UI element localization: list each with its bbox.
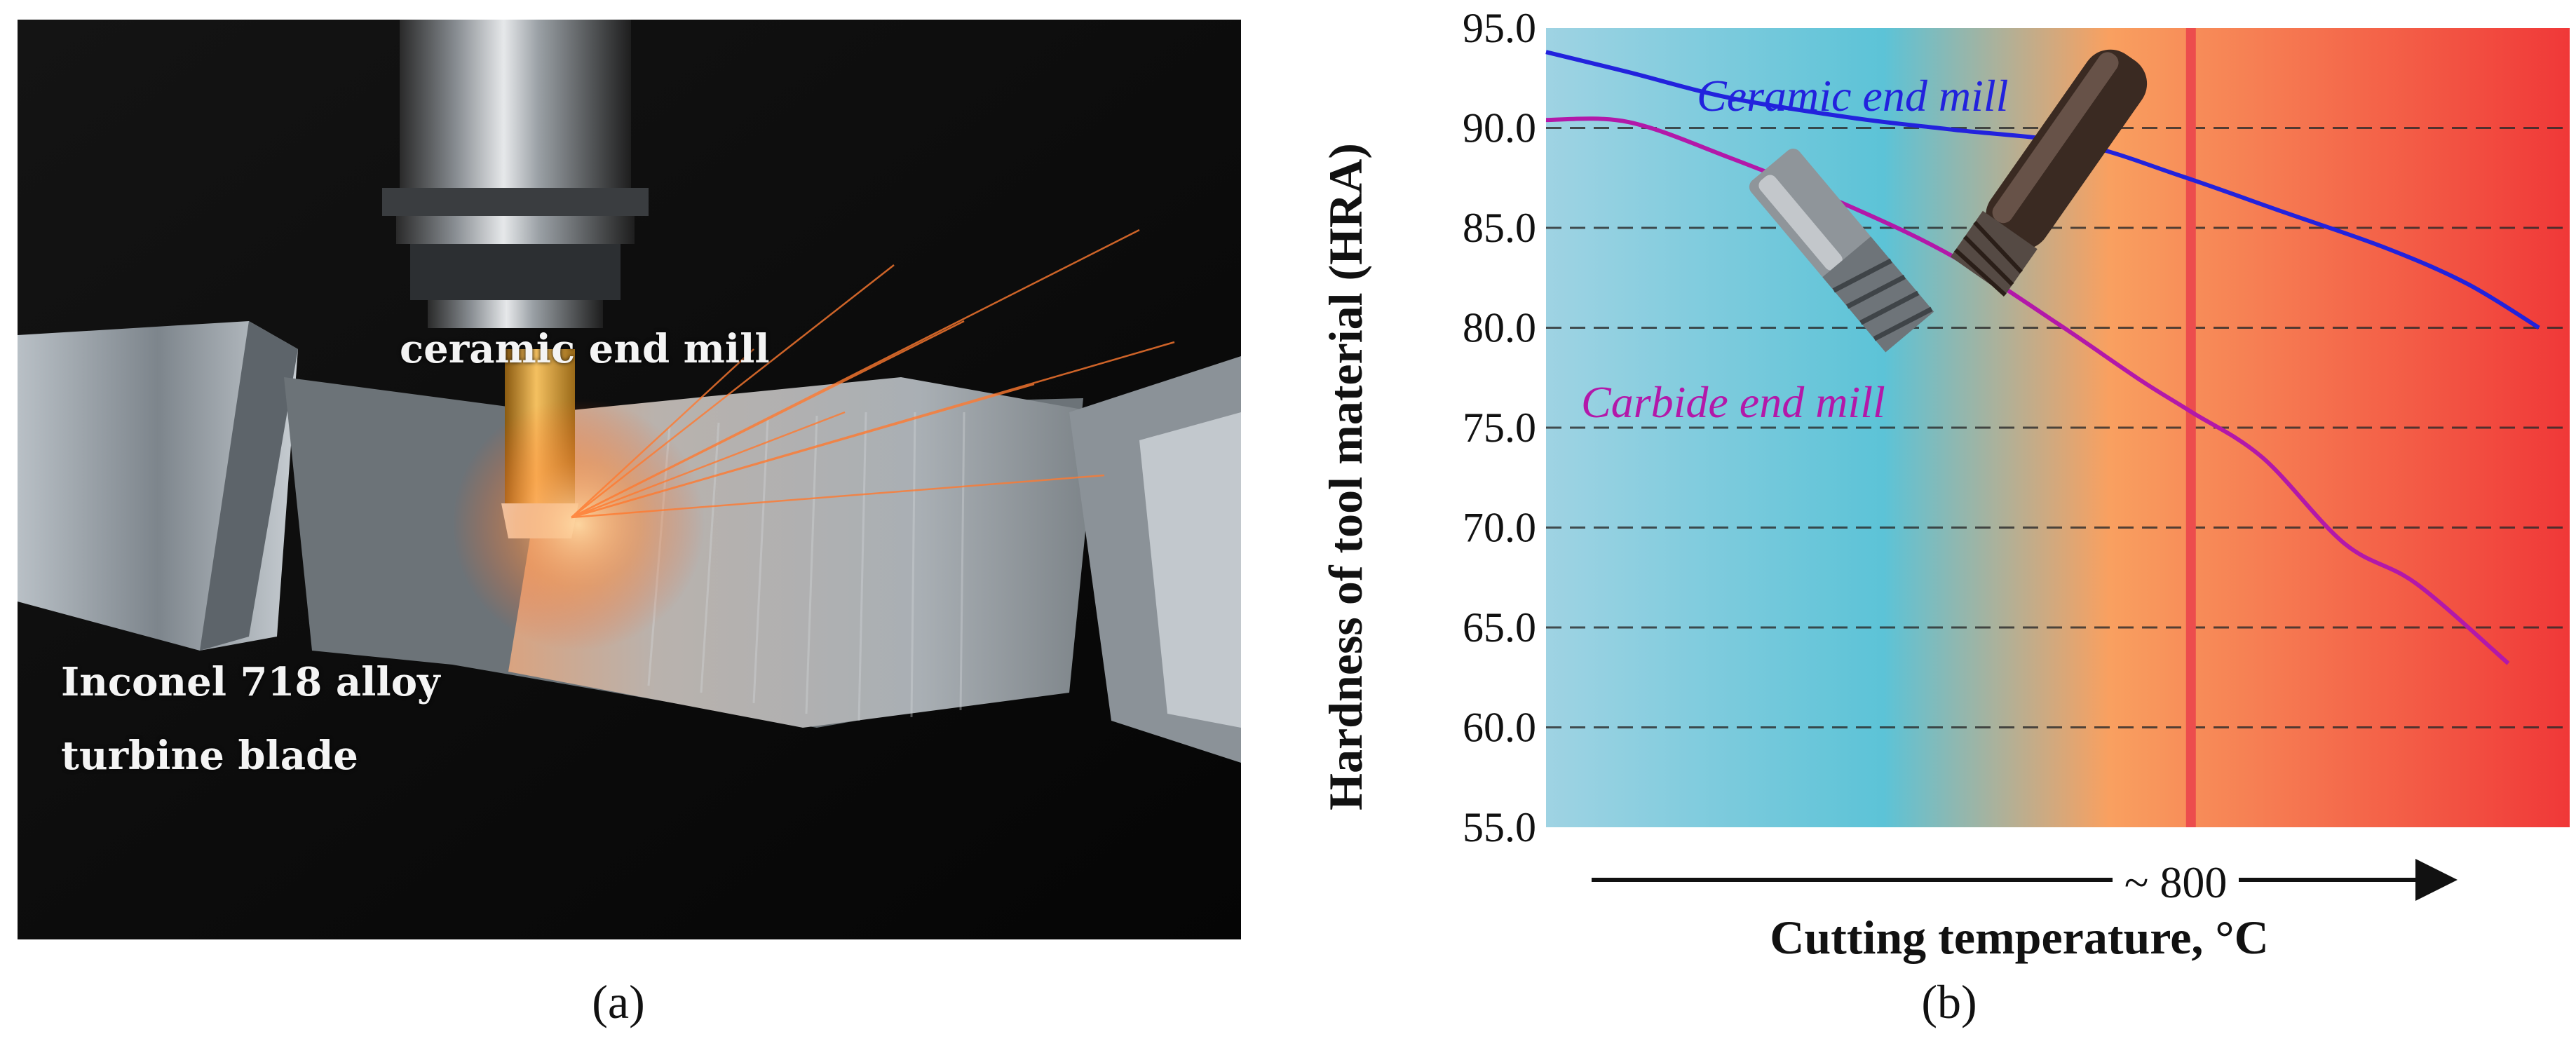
series-label-carbide: Carbide end mill — [1581, 377, 1885, 427]
x-marker-label-background — [2113, 855, 2239, 904]
y-tick-label: 80.0 — [1463, 305, 1536, 351]
y-tick-label: 70.0 — [1463, 505, 1536, 551]
caption-a: (a) — [592, 975, 645, 1028]
label-ceramic-end-mill: ceramic end mill — [400, 326, 770, 372]
y-tick-label: 55.0 — [1463, 804, 1536, 850]
chart-svg: Ceramic end mill Carbide end mill 95.0 90… — [1319, 5, 2570, 964]
x-axis-title: Cutting temperature, °C — [1770, 911, 2268, 964]
series-label-ceramic: Ceramic end mill — [1697, 71, 2008, 121]
y-axis-title: Hardness of tool material (HRA) — [1319, 143, 1372, 810]
caption-b: (b) — [1921, 975, 1977, 1028]
photo-illustration — [18, 20, 1241, 939]
machining-photo: ceramic end mill Inconel 718 alloy turbi… — [18, 20, 1241, 939]
y-tick-label: 85.0 — [1463, 205, 1536, 251]
series-line-carbide — [1545, 116, 2510, 665]
hardness-chart: Ceramic end mill Carbide end mill 95.0 90… — [1318, 5, 2576, 974]
y-tick-label: 90.0 — [1463, 105, 1536, 151]
y-tick-label: 60.0 — [1463, 705, 1536, 751]
label-inconel-alloy: Inconel 718 alloy — [61, 659, 440, 705]
y-tick-label: 65.0 — [1463, 604, 1536, 651]
ceramic-end-mill-image — [1951, 49, 2148, 297]
y-tick-label: 95.0 — [1463, 5, 1536, 51]
y-tick-label: 75.0 — [1463, 405, 1536, 451]
label-turbine-blade: turbine blade — [61, 733, 358, 779]
x-marker-label: ~ 800 — [2124, 857, 2228, 907]
carbide-end-mill-image — [1749, 149, 1934, 353]
y-axis-ticks: 95.0 90.0 85.0 80.0 75.0 70.0 65.0 60.0 55.0 — [1463, 5, 1536, 850]
grid-lines — [1546, 127, 2570, 728]
